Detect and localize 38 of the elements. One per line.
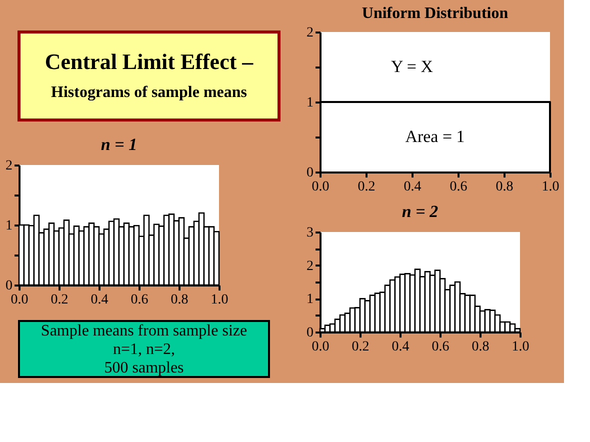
annotation: Area = 1 [405, 127, 465, 146]
x-tick-label: 0.2 [358, 180, 376, 194]
y-tick-label: 2 [306, 26, 314, 40]
y-tick-label: 0 [306, 326, 314, 340]
x-tick-label: 0.8 [496, 180, 514, 194]
x-tick-label: 1.0 [210, 292, 228, 308]
annotation: Y = X [390, 57, 434, 76]
y-tick-label: 1 [306, 96, 314, 110]
x-tick-label: 0.6 [450, 180, 468, 194]
x-tick-label: 1.0 [542, 180, 560, 194]
x-tick-label: 0.4 [404, 180, 422, 194]
x-tick-label: 0.2 [352, 340, 370, 354]
text: 500 samples [104, 360, 184, 377]
x-tick-label: 0.0 [312, 180, 330, 194]
y-tick-label: 0 [306, 166, 314, 180]
x-tick-label: 0.6 [130, 292, 148, 308]
y-tick-label: 3 [306, 226, 314, 240]
y-tick-label: 1 [6, 218, 12, 234]
x-tick-label: 0.4 [392, 340, 410, 354]
x-tick-label: 1.0 [512, 340, 530, 354]
x-tick-label: 0.6 [432, 340, 450, 354]
chart-title: Uniform Distribution [362, 5, 508, 22]
x-tick-label: 0.0 [312, 340, 330, 354]
chart-title: n = 2 [402, 202, 439, 221]
text: Sample means from sample size [40, 322, 248, 340]
y-tick-label: 0 [6, 278, 12, 294]
x-tick-label: 0.2 [50, 292, 68, 308]
y-tick-label: 2 [306, 258, 314, 274]
y-tick-label: 2 [6, 158, 12, 174]
text: Central Limit Effect – [44, 49, 254, 74]
x-tick-label: 0.8 [170, 292, 188, 308]
x-tick-label: 0.4 [90, 292, 108, 308]
text: Histograms of sample means [51, 84, 247, 101]
chart-title: n = 1 [100, 135, 138, 154]
x-tick-label: 0.0 [10, 292, 28, 308]
text: n=1, n=2, [112, 341, 176, 358]
x-tick-label: 0.8 [472, 340, 490, 354]
y-tick-label: 1 [306, 292, 314, 308]
